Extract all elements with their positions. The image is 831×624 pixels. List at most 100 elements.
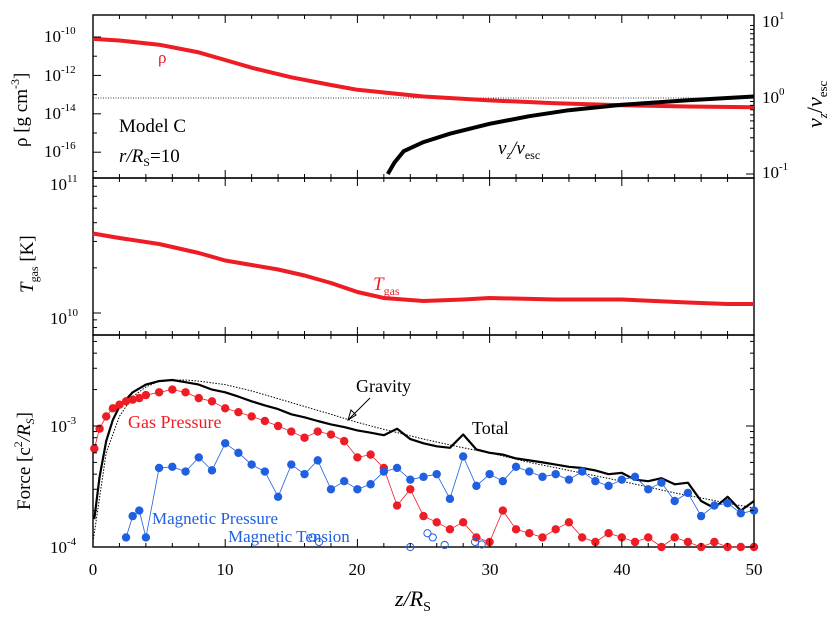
radius-label: r/RS=10 (119, 146, 180, 169)
magnetic-pressure-point (630, 472, 640, 482)
magnetic-tension-point (477, 540, 486, 549)
magnetic-pressure-point (710, 501, 719, 510)
gas-pressure-point (564, 518, 574, 527)
gas-pressure-point (577, 533, 587, 542)
x-tick-label-10: 10 (217, 560, 234, 579)
force-axis-label: Force [c2/RS] (11, 412, 37, 510)
gravity-line (92, 379, 755, 543)
x-tick-label-20: 20 (349, 560, 366, 579)
tick-label-T-1e11: 1011 (50, 173, 78, 194)
magnetic-pressure-point (657, 478, 666, 487)
magnetic-pressure-point (273, 492, 283, 501)
gas-pressure-point (154, 388, 164, 397)
x-axis-label: z/RS (394, 586, 431, 615)
magnetic-pressure-point (577, 467, 587, 476)
magnetic-tension-label: Magnetic Tension (228, 527, 350, 546)
gas-pressure-point (445, 525, 455, 534)
gas-pressure-point (221, 404, 230, 413)
gas-pressure-point (538, 533, 547, 542)
magnetic-pressure-point (168, 462, 177, 472)
tick-label-v-1e-1: 10-1 (762, 161, 788, 182)
gas-pressure-point (128, 395, 137, 404)
gas-pressure-point (392, 501, 402, 510)
gas-pressure-point (604, 529, 613, 538)
magnetic-pressure-point (419, 472, 428, 482)
gas-pressure-point (207, 397, 217, 406)
magnetic-pressure-point (723, 499, 732, 508)
magnetic-pressure-point (128, 511, 137, 521)
magnetic-pressure-point (525, 467, 534, 476)
rho-series-label: ρ (158, 48, 166, 67)
magnetic-pressure-point (207, 466, 217, 475)
magnetic-pressure-point (511, 462, 521, 472)
magnetic-pressure-point (260, 467, 270, 476)
magnetic-pressure-point (617, 475, 626, 484)
gas-pressure-point (95, 424, 104, 433)
gas-pressure-point (419, 511, 428, 521)
tgas-line (92, 231, 754, 306)
gas-pressure-point (121, 397, 131, 406)
magnetic-pressure-point (326, 485, 336, 494)
magnetic-pressure-point (445, 494, 455, 504)
gas-pressure-point (670, 533, 679, 542)
magnetic-pressure-point (458, 452, 468, 461)
magnetic-pressure-point (736, 509, 745, 518)
magnetic-pressure-point (353, 485, 362, 494)
gas-pressure-point (108, 404, 118, 413)
gas-pressure-point (168, 385, 177, 394)
magnetic-pressure-point (154, 463, 164, 473)
gas-pressure-point (194, 393, 203, 403)
magnetic-tension-point (428, 533, 437, 542)
gas-pressure-point (432, 518, 441, 527)
magnetic-pressure-point (366, 480, 375, 489)
tick-label-v-1e0: 100 (762, 86, 785, 107)
bottom-panel-frame (92, 334, 755, 548)
gas-pressure-point (551, 525, 560, 534)
magnetic-pressure-point (432, 469, 441, 479)
tgas-axis-label: Tgas [K] (17, 235, 41, 293)
x-tick-label-40: 40 (614, 560, 631, 579)
magnetic-tension-point (314, 537, 324, 547)
ticks-layer (92, 15, 755, 548)
gas-pressure-point (617, 533, 626, 542)
magnetic-pressure-point (181, 467, 190, 476)
gas-pressure-point (313, 427, 322, 436)
magnetic-pressure-point (485, 469, 494, 479)
rho-line (92, 36, 755, 110)
magnetic-pressure-point (141, 533, 151, 542)
magnetic-pressure-point (696, 511, 706, 521)
magnetic-pressure-point (300, 469, 309, 479)
magnetic-pressure-point (683, 488, 693, 498)
magnetic-pressure-point (551, 469, 560, 479)
tick-label-rho-1e-14: 10-14 (44, 102, 76, 123)
vz-series-label: vz/vesc (498, 138, 540, 162)
gas-pressure-point (273, 421, 283, 431)
gas-pressure-point (339, 436, 349, 446)
total-label: Total (472, 418, 509, 438)
magnetic-pressure-point (644, 485, 653, 494)
magnetic-pressure-point (339, 476, 349, 486)
magnetic-pressure-point (379, 467, 389, 476)
gas-pressure-point (406, 485, 415, 494)
gas-pressure-point (135, 393, 144, 403)
tick-label-rho-1e-16: 10-16 (44, 140, 76, 161)
gas-pressure-point (630, 537, 640, 547)
gas-pressure-point (115, 400, 124, 409)
middle-panel-frame (92, 177, 755, 336)
x-tick-label-30: 30 (482, 560, 499, 579)
gas-pressure-point (326, 430, 336, 439)
gas-pressure-point (525, 529, 534, 538)
x-tick-label-50: 50 (746, 560, 763, 579)
gas-pressure-point (234, 408, 243, 417)
magnetic-pressure-point (564, 475, 574, 484)
magnetic-pressure-point (392, 463, 402, 473)
tick-label-rho-1e-12: 10-12 (44, 64, 76, 85)
magnetic-pressure-point (234, 448, 243, 458)
magnetic-pressure-point (591, 476, 600, 486)
gas-pressure-point (498, 506, 508, 515)
gas-pressure-point (181, 388, 190, 397)
gas-pressure-point (287, 427, 296, 436)
magnetic-pressure-point (313, 456, 322, 465)
magnetic-pressure-point (221, 439, 230, 448)
magnetic-pressure-point (247, 460, 256, 469)
